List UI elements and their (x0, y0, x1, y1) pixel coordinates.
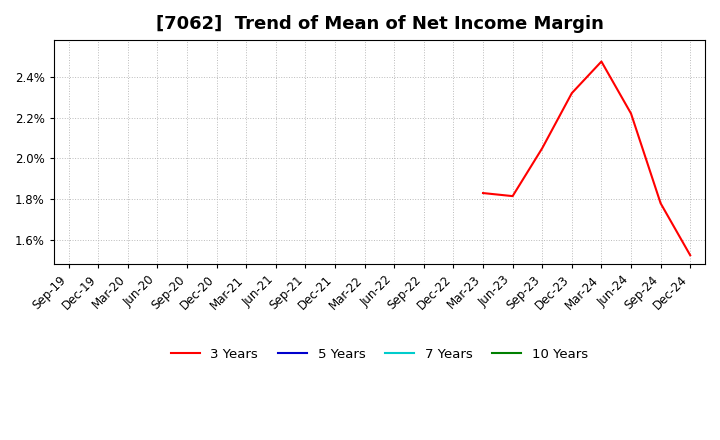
Title: [7062]  Trend of Mean of Net Income Margin: [7062] Trend of Mean of Net Income Margi… (156, 15, 603, 33)
3 Years (657, 201, 665, 206)
3 Years (538, 146, 546, 151)
3 Years (508, 194, 517, 199)
Line: 3 Years: 3 Years (483, 62, 690, 255)
3 Years (479, 191, 487, 196)
3 Years (626, 111, 635, 116)
3 Years (597, 59, 606, 64)
3 Years (686, 253, 695, 258)
3 Years (567, 91, 576, 96)
Legend: 3 Years, 5 Years, 7 Years, 10 Years: 3 Years, 5 Years, 7 Years, 10 Years (166, 343, 593, 367)
